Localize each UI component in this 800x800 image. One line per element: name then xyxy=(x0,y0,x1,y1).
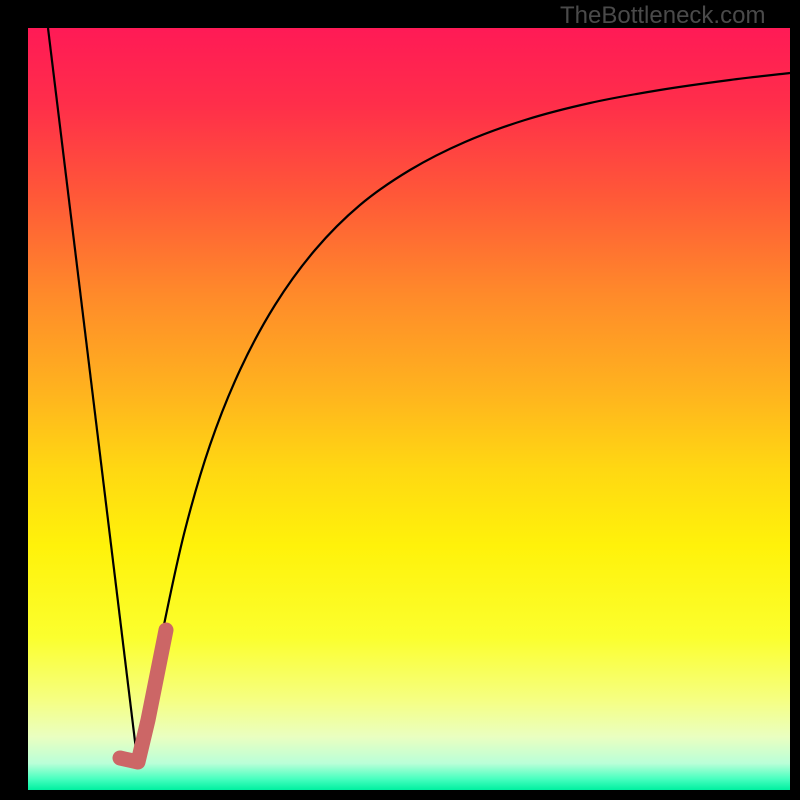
chart-container: TheBottleneck.com xyxy=(0,0,800,800)
chart-curves xyxy=(28,28,790,790)
watermark-text: TheBottleneck.com xyxy=(560,2,765,30)
plot-area xyxy=(28,28,790,790)
